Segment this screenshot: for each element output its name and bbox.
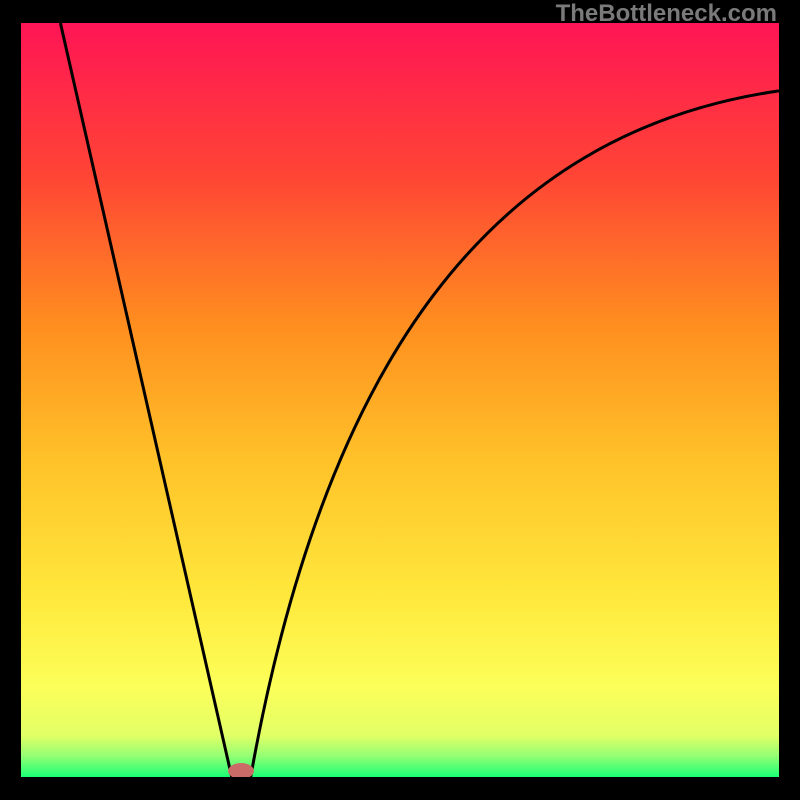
- minimum-marker: [228, 763, 254, 777]
- gradient-background: [21, 23, 779, 777]
- frame-border-left: [0, 0, 21, 800]
- plot-svg: [21, 23, 779, 777]
- frame-border-right: [779, 0, 800, 800]
- frame-border-bottom: [0, 777, 800, 800]
- plot-area: [21, 23, 779, 777]
- watermark-text: TheBottleneck.com: [556, 0, 777, 28]
- chart-frame: TheBottleneck.com: [0, 0, 800, 800]
